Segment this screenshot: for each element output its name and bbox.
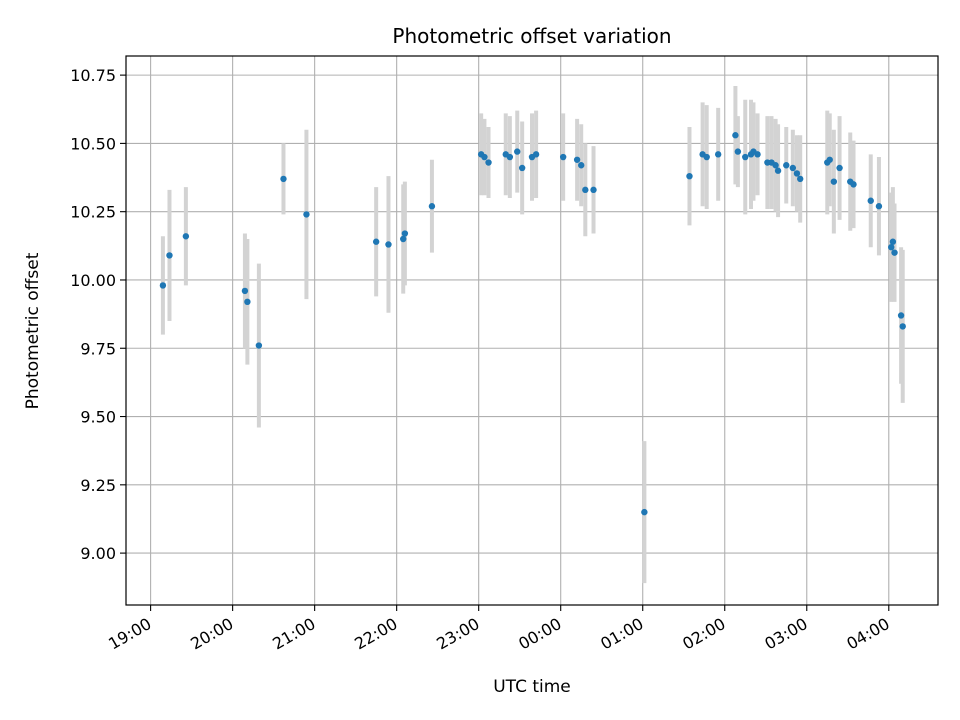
data-point bbox=[400, 235, 407, 243]
data-point bbox=[590, 186, 597, 194]
data-point bbox=[836, 164, 843, 172]
data-point bbox=[686, 172, 693, 180]
data-point bbox=[754, 151, 761, 158]
data-point bbox=[303, 211, 310, 218]
data-point bbox=[428, 203, 436, 210]
x-tick-label: 00:00 bbox=[515, 614, 564, 654]
data-point bbox=[826, 156, 833, 163]
data-point bbox=[897, 312, 905, 319]
x-tick-label: 04:00 bbox=[843, 614, 892, 654]
data-point bbox=[875, 203, 883, 210]
data-point bbox=[372, 238, 380, 245]
x-tick-label: 02:00 bbox=[679, 614, 728, 654]
x-tick-label: 03:00 bbox=[761, 614, 810, 654]
y-tick-label: 9.50 bbox=[80, 408, 116, 427]
data-point bbox=[867, 197, 874, 204]
data-point bbox=[532, 151, 540, 158]
y-tick-label: 9.00 bbox=[80, 544, 116, 563]
data-point bbox=[578, 162, 585, 169]
data-point bbox=[559, 153, 567, 161]
data-point bbox=[789, 164, 797, 172]
x-tick-label: 01:00 bbox=[597, 614, 646, 654]
plot-frame bbox=[125, 55, 939, 606]
data-point bbox=[641, 508, 648, 516]
chart-title: Photometric offset variation bbox=[392, 24, 671, 48]
error-bars bbox=[160, 86, 905, 584]
x-axis: 19:00 20:00 21:00 22:00 23:00 00:00 01:00 02:00… bbox=[105, 605, 893, 654]
data-point bbox=[732, 132, 739, 139]
data-point bbox=[573, 156, 581, 163]
data-point bbox=[774, 167, 782, 174]
x-axis-title: UTC time bbox=[493, 677, 571, 697]
data-point bbox=[481, 153, 488, 161]
x-tick-label: 23:00 bbox=[433, 614, 482, 654]
data-point bbox=[734, 148, 742, 155]
x-tick-label: 20:00 bbox=[187, 614, 236, 654]
data-point bbox=[891, 249, 898, 256]
data-point bbox=[783, 162, 790, 169]
data-point bbox=[703, 153, 710, 161]
data-point bbox=[518, 164, 526, 172]
data-point bbox=[742, 153, 749, 161]
data-point bbox=[582, 186, 589, 194]
data-point bbox=[830, 178, 838, 185]
data-point bbox=[793, 170, 801, 177]
y-tick-label: 9.25 bbox=[80, 476, 116, 495]
x-tick-label: 22:00 bbox=[351, 614, 400, 654]
x-tick-label: 21:00 bbox=[269, 614, 318, 654]
y-tick-label: 10.00 bbox=[70, 271, 116, 290]
y-axis-title: Photometric offset bbox=[23, 252, 43, 409]
data-point bbox=[899, 323, 906, 330]
data-point bbox=[166, 252, 173, 259]
y-tick-label: 10.75 bbox=[70, 66, 116, 85]
data-point bbox=[385, 241, 392, 248]
data-point bbox=[514, 148, 521, 155]
y-tick-label: 9.75 bbox=[80, 339, 116, 358]
data-point bbox=[889, 238, 897, 245]
data-point bbox=[506, 153, 514, 161]
data-point bbox=[797, 175, 804, 183]
data-point bbox=[772, 162, 779, 169]
data-point bbox=[255, 342, 263, 349]
data-points bbox=[159, 132, 906, 516]
data-point bbox=[485, 159, 492, 166]
y-tick-label: 10.25 bbox=[70, 203, 116, 222]
data-point bbox=[714, 151, 722, 158]
y-axis: 9.00 9.25 9.50 9.75 10.00 10.25 10.50 10.75 bbox=[70, 66, 126, 563]
data-point bbox=[850, 181, 857, 188]
data-point bbox=[888, 243, 895, 251]
y-tick-label: 10.50 bbox=[70, 134, 116, 153]
data-point bbox=[244, 298, 251, 306]
data-point bbox=[280, 175, 287, 183]
x-tick-label: 19:00 bbox=[105, 614, 154, 654]
data-point bbox=[401, 230, 409, 237]
data-point bbox=[182, 233, 190, 240]
data-point bbox=[159, 282, 167, 289]
data-point bbox=[241, 287, 249, 295]
